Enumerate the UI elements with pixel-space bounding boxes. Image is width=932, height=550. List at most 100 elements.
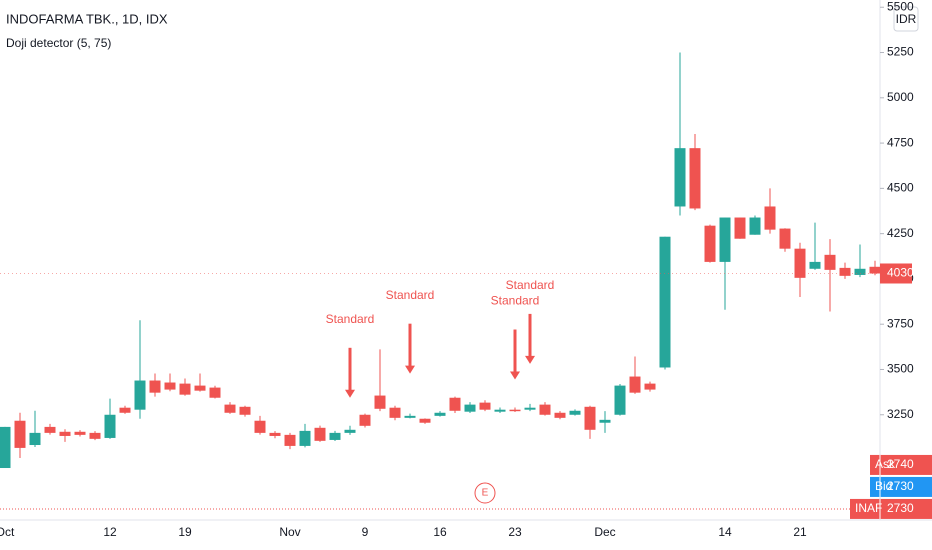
indicator-name: Doji detector (5, 75) [6,36,111,50]
y-tick-label: 4250 [887,226,914,240]
annotation: Standard [491,294,540,308]
candle-body [569,410,581,415]
candle-body [794,248,806,278]
x-tick-label: Nov [279,525,300,539]
candle-body [449,397,461,411]
y-tick-label: 3750 [887,316,914,330]
candle-body [614,385,626,415]
price-tag-box [850,498,932,519]
candle-body [179,383,191,395]
chart-title: INDOFARMA TBK., 1D, IDX [6,11,168,26]
candle-body [809,261,821,269]
currency: IDR [896,12,917,26]
x-tick-label: 14 [718,525,732,539]
candle-body [599,419,611,423]
candle-body [854,268,866,275]
price-tag: INAF 2730 [850,498,932,519]
price-tag-value: 2740 [887,457,914,471]
candle-body [194,385,206,391]
candle-body [314,427,326,441]
candle-body [119,407,131,413]
x-tick-label: 9 [362,525,369,539]
candle-body [299,430,311,446]
candle-body [149,380,161,393]
y-tick-label: 3500 [887,362,914,376]
candle-body [539,404,551,415]
earnings-label: E [482,488,489,499]
price-tag-value: 2730 [887,501,914,515]
price-tag-value: 2730 [887,479,914,493]
price-tag-box [870,454,932,475]
y-tick-label: 4500 [887,181,914,195]
candle-body [779,228,791,249]
candle-body [434,412,446,416]
candle-body [284,434,296,446]
price-tag-box [870,476,932,497]
candle-body [764,206,776,230]
candle-body [329,432,341,440]
candle-body [644,383,656,390]
y-tick-label: 5250 [887,45,914,59]
annotation-arrowhead [525,355,535,364]
x-tick-label: Oct [0,525,15,539]
candle-body [389,407,401,418]
earnings-marker [474,482,496,504]
candle-body [44,426,56,433]
candle-body [689,148,701,209]
candle-body [554,412,566,418]
candle-body [629,376,641,393]
candle-body [749,217,761,235]
candle-body [254,420,266,433]
annotation-arrowhead [405,365,415,374]
currency-box [893,6,919,32]
x-tick-label: 16 [433,525,447,539]
candle-body [74,431,86,435]
candle-body [584,406,596,430]
candle-body [164,382,176,390]
candle-body [404,415,416,418]
candle-body [89,432,101,439]
candle-body [824,254,836,270]
candle-body [524,407,536,410]
y-tick-label: 3250 [887,407,914,421]
candle-body [359,414,371,426]
candle-body [719,217,731,262]
candle-body [209,387,221,398]
candle-body [839,267,851,276]
candle-body [14,420,26,448]
annotation: Standard [386,288,435,302]
x-tick-label: 21 [793,525,807,539]
candle-body [659,236,671,368]
candle-body [464,404,476,412]
candle-body [509,409,521,412]
x-tick-label: 23 [508,525,522,539]
candle-body [134,380,146,410]
candle-body [374,395,386,409]
candle-body [479,402,491,410]
candle-body [269,432,281,436]
annotation: Standard [326,312,375,326]
candle-body [344,429,356,433]
y-tick-label: 5000 [887,90,914,104]
candle-body [104,414,116,438]
x-tick-label: 12 [103,525,117,539]
candle-body [419,418,431,423]
x-tick-label: 19 [178,525,192,539]
candle-body [0,426,11,469]
candle-body [494,409,506,412]
candle-body [239,406,251,415]
candle-body [704,225,716,262]
candle-body [869,266,881,274]
candle-body [734,217,746,239]
price-tag-name: INAF [855,501,882,515]
last-price-label: 4030 [887,266,914,280]
annotation: Standard [506,278,555,292]
candle-body [29,432,41,446]
last-price-tag [880,263,912,284]
y-tick-label: 4750 [887,135,914,149]
annotation-arrowhead [345,389,355,398]
y-tick-label: 5500 [887,0,914,13]
